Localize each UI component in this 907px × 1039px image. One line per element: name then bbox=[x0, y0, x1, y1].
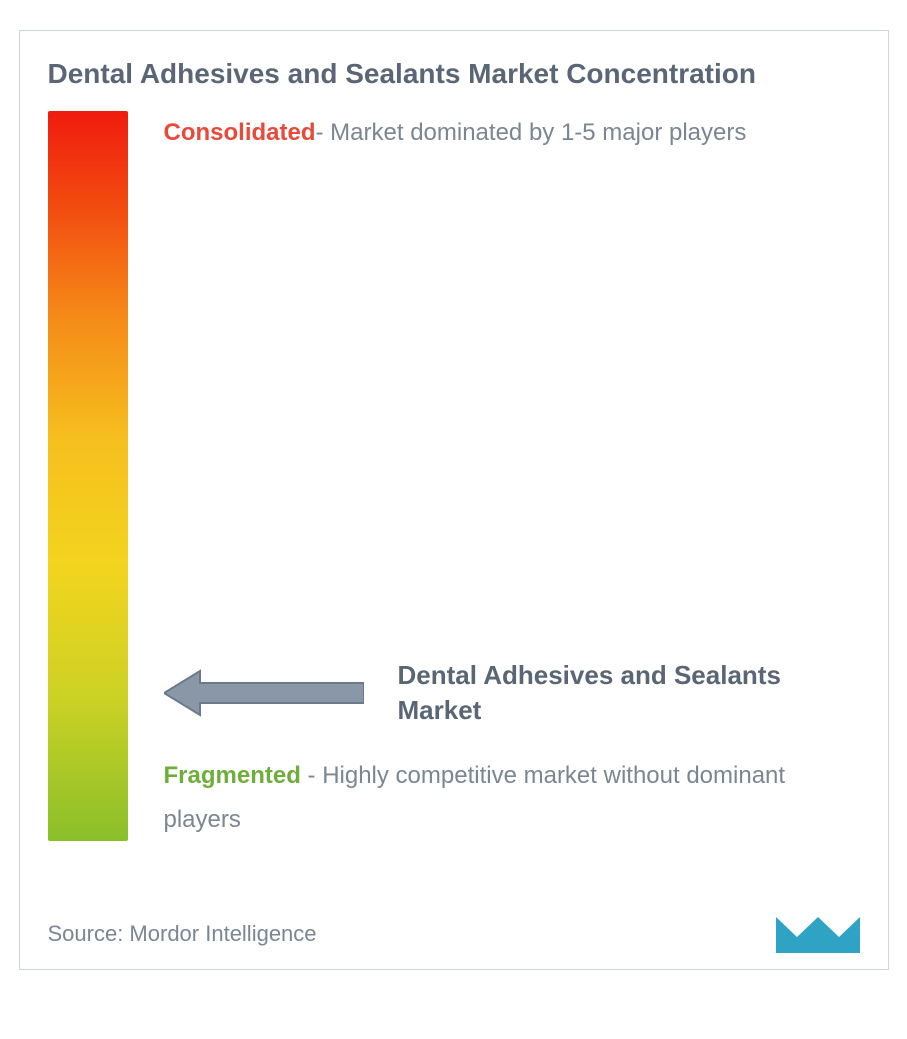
chart-card: Dental Adhesives and Sealants Market Con… bbox=[19, 30, 889, 970]
mordor-logo-icon bbox=[776, 907, 860, 953]
source-footer: Source: Mordor Intelligence bbox=[48, 921, 317, 947]
fragmented-description: Fragmented - Highly competitive market w… bbox=[164, 754, 860, 840]
arrow-left-icon bbox=[164, 667, 364, 719]
chart-title: Dental Adhesives and Sealants Market Con… bbox=[48, 55, 860, 93]
consolidated-text: - Market dominated by 1-5 major players bbox=[316, 119, 747, 146]
content-row: Consolidated- Market dominated by 1-5 ma… bbox=[48, 111, 860, 841]
fragmented-keyword: Fragmented bbox=[164, 762, 301, 789]
market-label: Dental Adhesives and Sealants Market bbox=[398, 658, 860, 728]
descriptions-column: Consolidated- Market dominated by 1-5 ma… bbox=[128, 111, 860, 841]
consolidated-description: Consolidated- Market dominated by 1-5 ma… bbox=[164, 111, 860, 154]
market-position-marker: Dental Adhesives and Sealants Market bbox=[164, 658, 860, 728]
consolidated-keyword: Consolidated bbox=[164, 119, 316, 146]
bottom-block: Dental Adhesives and Sealants Market Fra… bbox=[164, 658, 860, 841]
concentration-gradient-bar bbox=[48, 111, 128, 841]
